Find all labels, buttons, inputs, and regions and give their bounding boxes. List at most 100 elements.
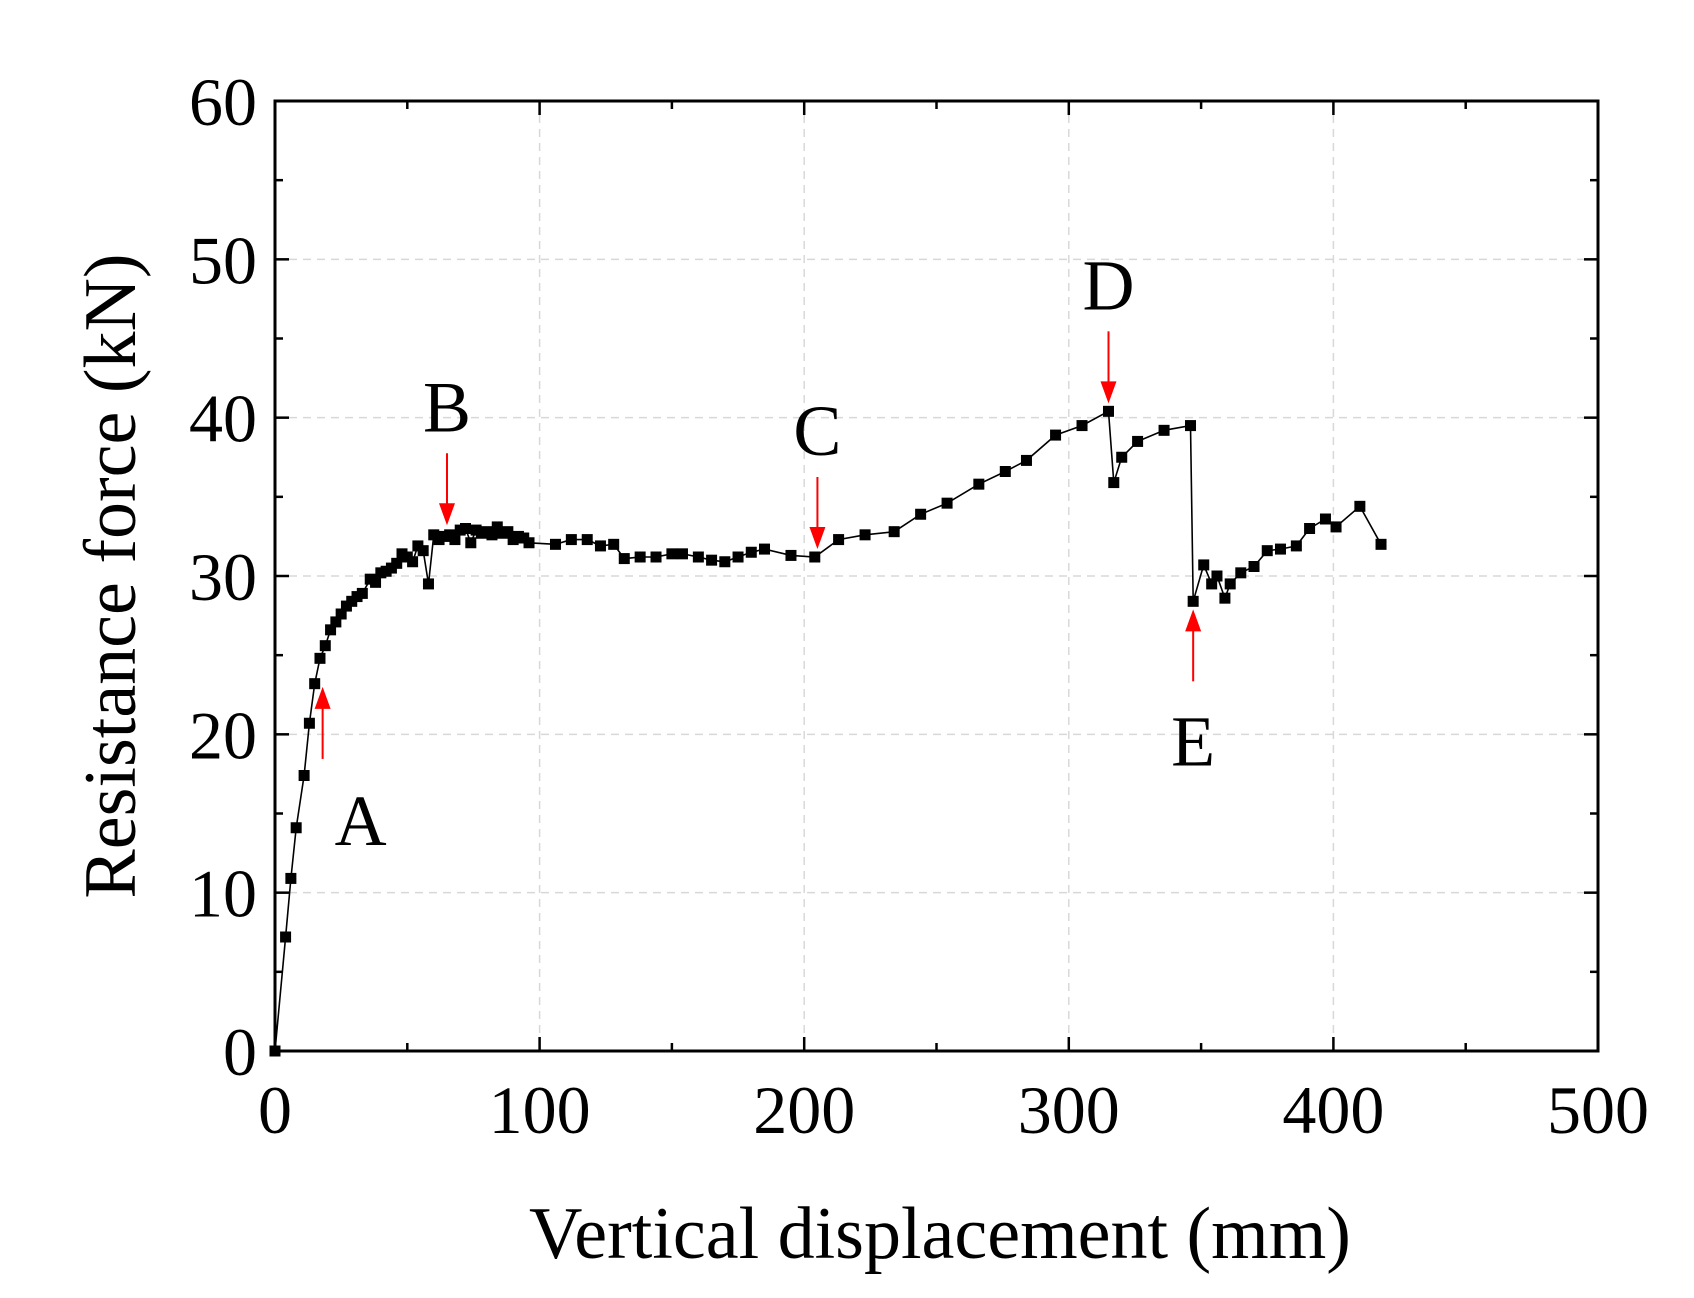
data-point xyxy=(1132,435,1144,447)
data-point xyxy=(319,640,331,652)
data-point xyxy=(486,529,498,541)
y-tick-label-3: 30 xyxy=(189,539,257,615)
data-point xyxy=(1224,578,1236,590)
data-point xyxy=(759,543,771,555)
data-series xyxy=(269,405,1387,1057)
data-point xyxy=(1235,567,1247,579)
data-point xyxy=(859,529,871,541)
y-tick-label-4: 40 xyxy=(189,381,257,457)
data-point xyxy=(915,508,927,520)
data-point xyxy=(303,717,315,729)
data-point xyxy=(370,576,382,588)
data-point xyxy=(1261,545,1273,557)
data-point xyxy=(999,466,1011,477)
annotations: A B C D E xyxy=(314,245,1215,861)
data-point xyxy=(719,556,731,568)
annotation-label-A: A xyxy=(335,781,387,861)
y-tick-label-0: 0 xyxy=(223,1014,257,1090)
data-point xyxy=(565,534,577,546)
data-point xyxy=(1185,420,1197,432)
data-point xyxy=(309,678,321,690)
data-point xyxy=(460,523,472,534)
annotation-label-E: E xyxy=(1171,701,1215,781)
data-point xyxy=(1158,424,1170,436)
annotation-label-D: D xyxy=(1082,245,1134,325)
x-axis-title: Vertical displacement (mm) xyxy=(529,1193,1351,1275)
data-point xyxy=(523,537,535,549)
x-tick-label-5: 500 xyxy=(1547,1072,1649,1148)
data-point xyxy=(549,538,561,550)
data-point xyxy=(325,624,337,636)
arrow-D-head xyxy=(1100,381,1117,404)
data-point xyxy=(449,534,461,546)
arrow-C-head xyxy=(809,527,826,549)
data-point xyxy=(391,557,403,569)
grid xyxy=(275,101,1598,1051)
x-tick-labels: 0 100 200 300 400 500 xyxy=(258,1072,1649,1148)
data-point xyxy=(1116,451,1128,463)
data-point xyxy=(785,549,797,561)
data-point xyxy=(594,540,606,552)
data-point xyxy=(1319,513,1331,525)
data-point xyxy=(290,822,302,834)
data-point xyxy=(407,556,419,568)
data-point xyxy=(1050,429,1062,441)
data-point xyxy=(732,551,744,563)
data-point xyxy=(1248,561,1260,572)
data-point xyxy=(356,587,368,599)
data-point xyxy=(502,526,514,538)
data-point xyxy=(692,551,704,563)
data-point xyxy=(1354,500,1366,512)
data-point xyxy=(422,578,434,590)
y-tick-labels: 0 10 20 30 40 50 60 xyxy=(189,64,257,1090)
annotation-label-C: C xyxy=(793,391,841,471)
data-point xyxy=(1206,578,1218,590)
data-point xyxy=(973,478,985,490)
arrow-A-head xyxy=(314,686,331,709)
data-point xyxy=(666,548,678,560)
y-axis-title: Resistance force (kN) xyxy=(70,253,152,898)
data-point xyxy=(280,931,292,943)
data-point xyxy=(335,608,347,620)
data-point xyxy=(581,534,593,546)
data-point xyxy=(1076,420,1088,432)
x-tick-label-0: 0 xyxy=(258,1072,292,1148)
data-point xyxy=(1290,540,1302,552)
y-tick-label-6: 60 xyxy=(189,64,257,140)
data-point xyxy=(809,551,821,563)
data-point xyxy=(1375,538,1387,550)
data-point xyxy=(298,770,310,781)
data-point xyxy=(285,872,297,884)
data-point xyxy=(1108,477,1120,489)
y-tick-label-1: 10 xyxy=(189,856,257,932)
data-point xyxy=(941,497,953,509)
data-point xyxy=(1187,595,1199,607)
arrow-E-head xyxy=(1185,609,1202,632)
y-tick-label-5: 50 xyxy=(189,222,257,298)
data-point xyxy=(1330,521,1342,533)
data-point xyxy=(618,553,630,565)
data-point xyxy=(1304,523,1316,534)
data-point xyxy=(330,616,342,628)
data-point xyxy=(1020,454,1032,466)
x-tick-label-1: 100 xyxy=(489,1072,591,1148)
data-point xyxy=(1198,559,1210,571)
axis-ticks xyxy=(273,99,1600,1053)
data-point xyxy=(745,546,757,558)
x-tick-label-2: 200 xyxy=(753,1072,855,1148)
annotation-label-B: B xyxy=(423,367,471,447)
x-tick-label-3: 300 xyxy=(1018,1072,1120,1148)
data-point xyxy=(608,538,620,550)
data-point xyxy=(1211,570,1223,582)
data-point xyxy=(491,521,503,533)
data-point xyxy=(465,537,477,549)
data-point xyxy=(314,652,326,664)
data-point xyxy=(706,554,718,566)
data-point xyxy=(417,545,429,557)
data-point xyxy=(1219,592,1231,604)
data-point xyxy=(676,548,688,560)
arrow-B-head xyxy=(438,503,455,526)
data-point xyxy=(1102,405,1114,417)
data-point xyxy=(833,534,845,546)
